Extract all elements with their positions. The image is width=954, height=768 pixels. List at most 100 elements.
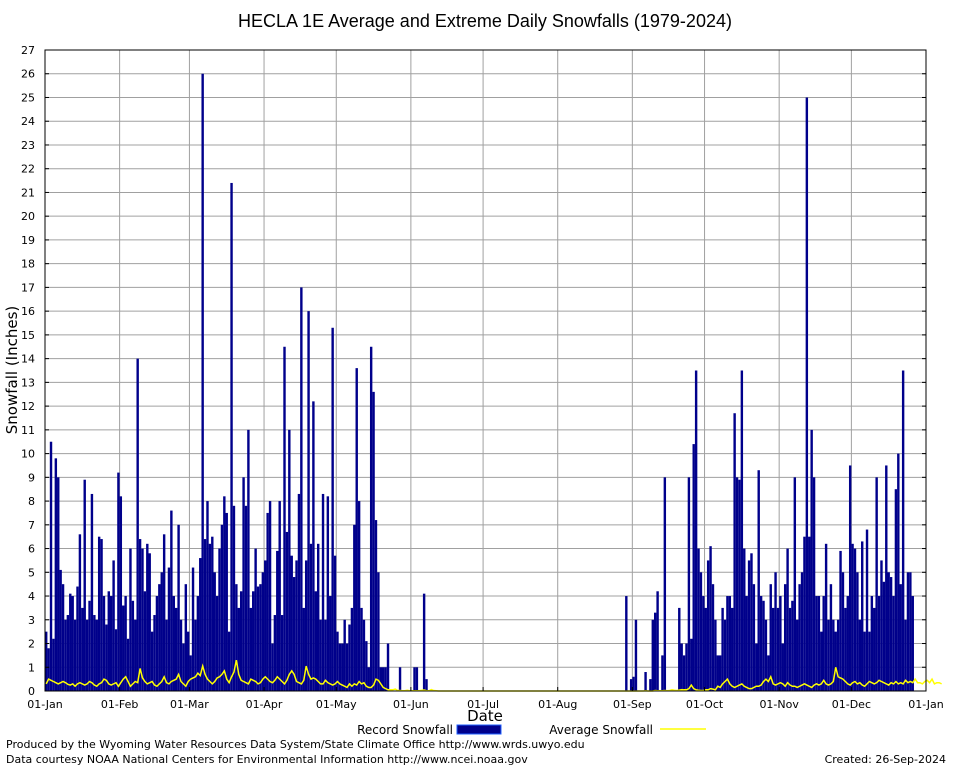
record-snowfall-bar [88,600,91,691]
record-snowfall-bar [211,536,214,691]
record-snowfall-bar [69,593,72,691]
record-snowfall-bar [314,591,318,691]
record-snowfall-bar [800,572,804,691]
record-snowfall-bar [148,553,151,691]
record-snowfall-bar [129,548,132,691]
record-snowfall-bar [227,631,231,691]
record-snowfall-bar [300,287,303,691]
y-tick-label: 6 [28,543,35,556]
record-snowfall-bar [329,596,332,691]
record-snowfall-bar [230,182,233,691]
record-snowfall-bar [909,572,912,691]
record-snowfall-bar [57,477,60,691]
record-snowfall-bar [362,619,366,691]
record-snowfall-bar [786,548,789,691]
record-snowfall-bar [317,543,320,691]
record-snowfall-bar [887,572,890,691]
record-snowfall-bar [232,505,236,691]
record-snowfall-bar [174,607,178,691]
record-snowfall-bar [218,548,221,691]
record-snowfall-bar [634,619,638,691]
record-snowfall-bar [745,596,748,691]
record-snowfall-bar [716,655,719,691]
y-tick-label: 22 [21,163,35,176]
record-snowfall-bar [112,560,115,691]
record-snowfall-bar [651,619,654,691]
y-tick-label: 0 [28,685,35,698]
record-snowfall-bar [271,643,274,691]
x-tick-label: 01-May [316,698,357,711]
x-tick-label: 01-Jun [393,698,429,711]
record-snowfall-bar [297,493,301,691]
record-snowfall-bar [76,586,79,691]
record-snowfall-bar [150,631,154,691]
y-tick-label: 25 [21,91,35,104]
y-tick-label: 15 [21,329,35,342]
record-snowfall-bar [750,553,753,691]
record-snowfall-bar [723,619,727,691]
record-snowfall-bar [771,607,775,691]
record-snowfall-bar [776,607,780,691]
record-snowfall-bar [682,655,686,691]
record-snowfall-bar [45,631,48,691]
record-snowfall-bar [208,543,212,691]
record-snowfall-bar [863,631,866,691]
record-snowfall-bar [90,493,94,691]
record-snowfall-bar [199,558,202,691]
record-snowfall-bar [812,477,816,691]
record-snowfall-bar [336,631,339,691]
record-snowfall-bar [357,501,361,691]
record-snowfall-bar [875,477,878,691]
record-snowfall-bar [83,479,86,691]
record-snowfall-bar [191,567,195,691]
record-snowfall-bar [278,501,281,691]
record-snowfall-bar [146,543,149,691]
y-tick-label: 21 [21,186,35,199]
record-snowfall-bar [728,596,732,691]
record-snowfall-bar [374,520,378,691]
record-snowfall-bar [685,643,688,691]
record-snowfall-bar [774,572,777,691]
record-snowfall-bar [122,605,125,691]
record-snowfall-bar [131,600,135,691]
record-snowfall-bar [307,311,310,691]
record-snowfall-bar [360,607,363,691]
record-snowfall-bar [694,370,698,691]
record-snowfall-bar [283,346,286,691]
record-snowfall-bar [95,619,98,691]
record-snowfall-bar [71,596,74,691]
record-snowfall-bar [321,493,325,691]
record-snowfall-bar [817,596,821,691]
record-snowfall-bar [247,429,250,691]
record-snowfall-bar [184,584,188,691]
record-snowfall-bar [386,643,390,691]
record-snowfall-bar [762,600,765,691]
x-tick-label: 01-Mar [170,698,209,711]
record-snowfall-bar [194,619,197,691]
record-snowfall-bar [384,667,387,691]
record-snowfall-bar [170,510,173,691]
y-tick-label: 5 [28,566,35,579]
footer-produced-by: Produced by the Wyoming Water Resources … [6,738,585,751]
record-snowfall-bar [203,539,207,691]
record-snowfall-bar [326,496,330,691]
record-snowfall-bar [834,631,837,691]
legend-label-record: Record Snowfall [357,723,453,737]
record-snowfall-bar [680,643,683,691]
record-snowfall-bar [759,596,763,691]
record-snowfall-bar [187,631,190,691]
record-snowfall-bar [261,572,265,691]
record-snowfall-bar [678,607,681,691]
record-snowfall-bar [904,619,907,691]
y-tick-label: 27 [21,44,35,57]
record-snowfall-bar [220,524,224,691]
record-snowfall-bar [64,619,67,691]
record-snowfall-bar [848,465,852,691]
record-snowfall-bar [345,643,349,691]
record-snowfall-bar [206,501,209,691]
x-axis-label: Date [467,707,503,725]
record-snowfall-bar [644,672,647,691]
record-snowfall-bar [824,543,828,691]
y-tick-label: 2 [28,638,35,651]
record-snowfall-bar [413,667,416,691]
